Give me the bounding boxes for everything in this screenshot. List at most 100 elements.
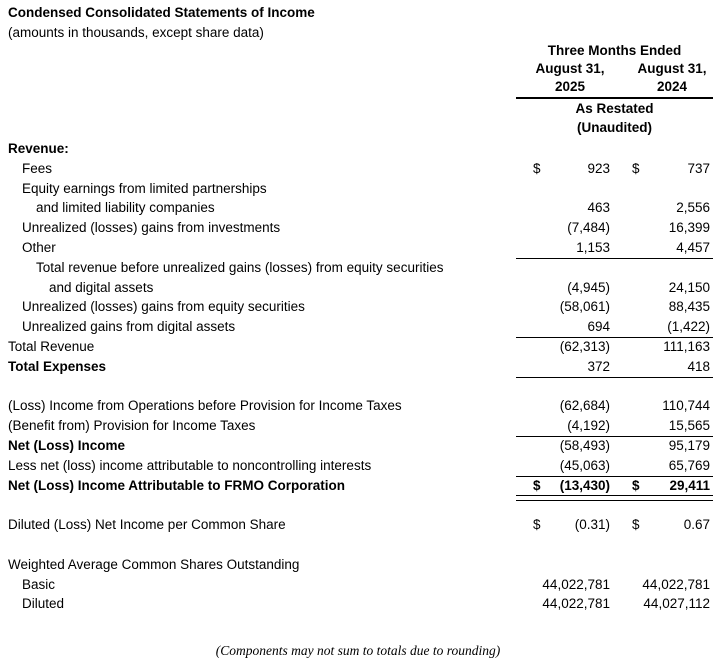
value-col1: (0.31) <box>574 517 610 533</box>
document-subtitle: (amounts in thousands, except share data… <box>8 25 264 40</box>
statement-row: Weighted Average Common Shares Outstandi… <box>0 555 716 575</box>
rounding-footnote: (Components may not sum to totals due to… <box>215 643 501 658</box>
row-label: Weighted Average Common Shares Outstandi… <box>8 556 300 572</box>
row-label: Fees <box>22 160 53 176</box>
row-label: (Benefit from) Provision for Income Taxe… <box>8 418 256 434</box>
statement-row: Total revenue before unrealized gains (l… <box>0 258 716 278</box>
statement-row: and digital assets (4,945) 24,150 <box>0 278 716 298</box>
statement-row: Net (Loss) Income (58,493) 95,179 <box>0 436 716 456</box>
value-col1: 694 <box>587 319 610 335</box>
unaudited-label: (Unaudited) <box>577 120 652 135</box>
statement-row: Basic 44,022,781 44,022,781 <box>0 575 716 595</box>
value-col2: 44,027,112 <box>643 596 710 612</box>
row-label: and digital assets <box>49 279 154 295</box>
value-col2: 111,163 <box>663 338 710 354</box>
row-label: Diluted <box>22 596 65 612</box>
value-col2: 29,411 <box>669 477 710 493</box>
column-2-year-header: 2024 <box>656 79 688 94</box>
value-col2: 95,179 <box>668 437 710 453</box>
row-label: Net (Loss) Income Attributable to FRMO C… <box>8 477 345 493</box>
value-col1: (4,192) <box>567 418 610 434</box>
dollar-sign-col2: $ <box>632 160 640 176</box>
statement-row: Unrealized (losses) gains from equity se… <box>0 297 716 317</box>
row-label: Equity earnings from limited partnership… <box>22 180 267 196</box>
row-label: Total Revenue <box>8 338 95 354</box>
value-col1: (58,061) <box>559 299 610 315</box>
value-col1: (62,684) <box>559 398 610 414</box>
row-label: Unrealized gains from digital assets <box>22 319 236 335</box>
value-col1: 44,022,781 <box>542 596 610 612</box>
value-col1: 1,153 <box>576 239 610 255</box>
value-col2: 110,744 <box>662 398 710 414</box>
column-1-month-header: August 31, <box>535 61 605 76</box>
statement-row: Unrealized gains from digital assets 694 (… <box>0 317 716 338</box>
statement-row: Revenue: <box>0 139 716 159</box>
value-col1: 463 <box>587 200 610 216</box>
statement-row: Fees $923 $737 <box>0 159 716 179</box>
row-label: Other <box>22 239 56 255</box>
spacer-row <box>0 535 716 555</box>
subtotal-rule <box>516 475 713 477</box>
double-total-rule <box>516 494 713 501</box>
row-label: Unrealized (losses) gains from investmen… <box>22 220 281 236</box>
row-label: Less net (loss) income attributable to n… <box>8 457 372 473</box>
value-col1: 372 <box>587 358 610 374</box>
row-label: Diluted (Loss) Net Income per Common Sha… <box>8 517 286 533</box>
row-label: Total revenue before unrealized gains (l… <box>36 259 444 275</box>
statement-row: Diluted (Loss) Net Income per Common Sha… <box>0 515 716 535</box>
value-col1: (4,945) <box>567 279 610 295</box>
value-col2: 88,435 <box>668 299 710 315</box>
spacer-row <box>0 377 716 397</box>
dollar-sign-col2: $ <box>632 477 640 493</box>
value-col2: 2,556 <box>676 200 710 216</box>
row-label: and limited liability companies <box>36 200 215 216</box>
spacer-row <box>0 495 716 515</box>
statement-row: Equity earnings from limited partnership… <box>0 179 716 199</box>
dollar-sign-col1: $ <box>533 477 541 493</box>
statement-row: Net (Loss) Income Attributable to FRMO C… <box>0 476 716 501</box>
row-label: Total Expenses <box>8 358 107 374</box>
value-col1: 923 <box>587 160 610 176</box>
value-col2: 16,399 <box>668 220 710 236</box>
statement-row: and limited liability companies 463 2,556 <box>0 198 716 218</box>
subtotal-rule <box>516 376 713 378</box>
dollar-sign-col1: $ <box>533 517 541 533</box>
dollar-sign-col2: $ <box>632 517 640 533</box>
row-label: Net (Loss) Income <box>8 437 126 453</box>
value-col1: (45,063) <box>559 457 610 473</box>
subtotal-rule <box>516 435 713 437</box>
value-col2: 24,150 <box>668 279 710 295</box>
column-1-year-header: 2025 <box>554 79 586 94</box>
value-col2: 44,022,781 <box>642 576 710 592</box>
statement-row: Unrealized (losses) gains from investmen… <box>0 218 716 238</box>
value-col2: 4,457 <box>676 239 710 255</box>
document-title: Condensed Consolidated Statements of Inc… <box>8 5 315 20</box>
row-label: Unrealized (losses) gains from equity se… <box>22 299 305 315</box>
subtotal-rule <box>516 336 713 338</box>
statement-row: Total Expenses 372 418 <box>0 357 716 378</box>
value-col1: (7,484) <box>567 220 610 236</box>
subtotal-rule <box>516 257 713 259</box>
value-col1: (58,493) <box>559 437 610 453</box>
value-col2: (1,422) <box>667 319 710 335</box>
row-label: (Loss) Income from Operations before Pro… <box>8 398 402 414</box>
dollar-sign-col1: $ <box>533 160 541 176</box>
period-header: Three Months Ended <box>547 43 682 58</box>
statement-row: Other 1,153 4,457 <box>0 238 716 259</box>
value-col1: (62,313) <box>559 338 610 354</box>
column-2-month-header: August 31, <box>637 61 707 76</box>
as-restated-label: As Restated <box>575 101 654 116</box>
statement-row: Less net (loss) income attributable to n… <box>0 456 716 477</box>
value-col2: 0.67 <box>683 517 710 533</box>
statement-row: (Benefit from) Provision for Income Taxe… <box>0 416 716 437</box>
value-col2: 15,565 <box>668 418 710 434</box>
statement-row: Diluted 44,022,781 44,027,112 <box>0 594 716 614</box>
value-col2: 418 <box>687 358 710 374</box>
value-col1: 44,022,781 <box>542 576 610 592</box>
row-label: Revenue: <box>8 141 69 156</box>
value-col2: 737 <box>687 160 710 176</box>
row-label: Basic <box>22 576 56 592</box>
header-rule <box>516 97 713 99</box>
statement-rows: Revenue: Fees $923 $737 Equity earnings from… <box>0 139 716 614</box>
